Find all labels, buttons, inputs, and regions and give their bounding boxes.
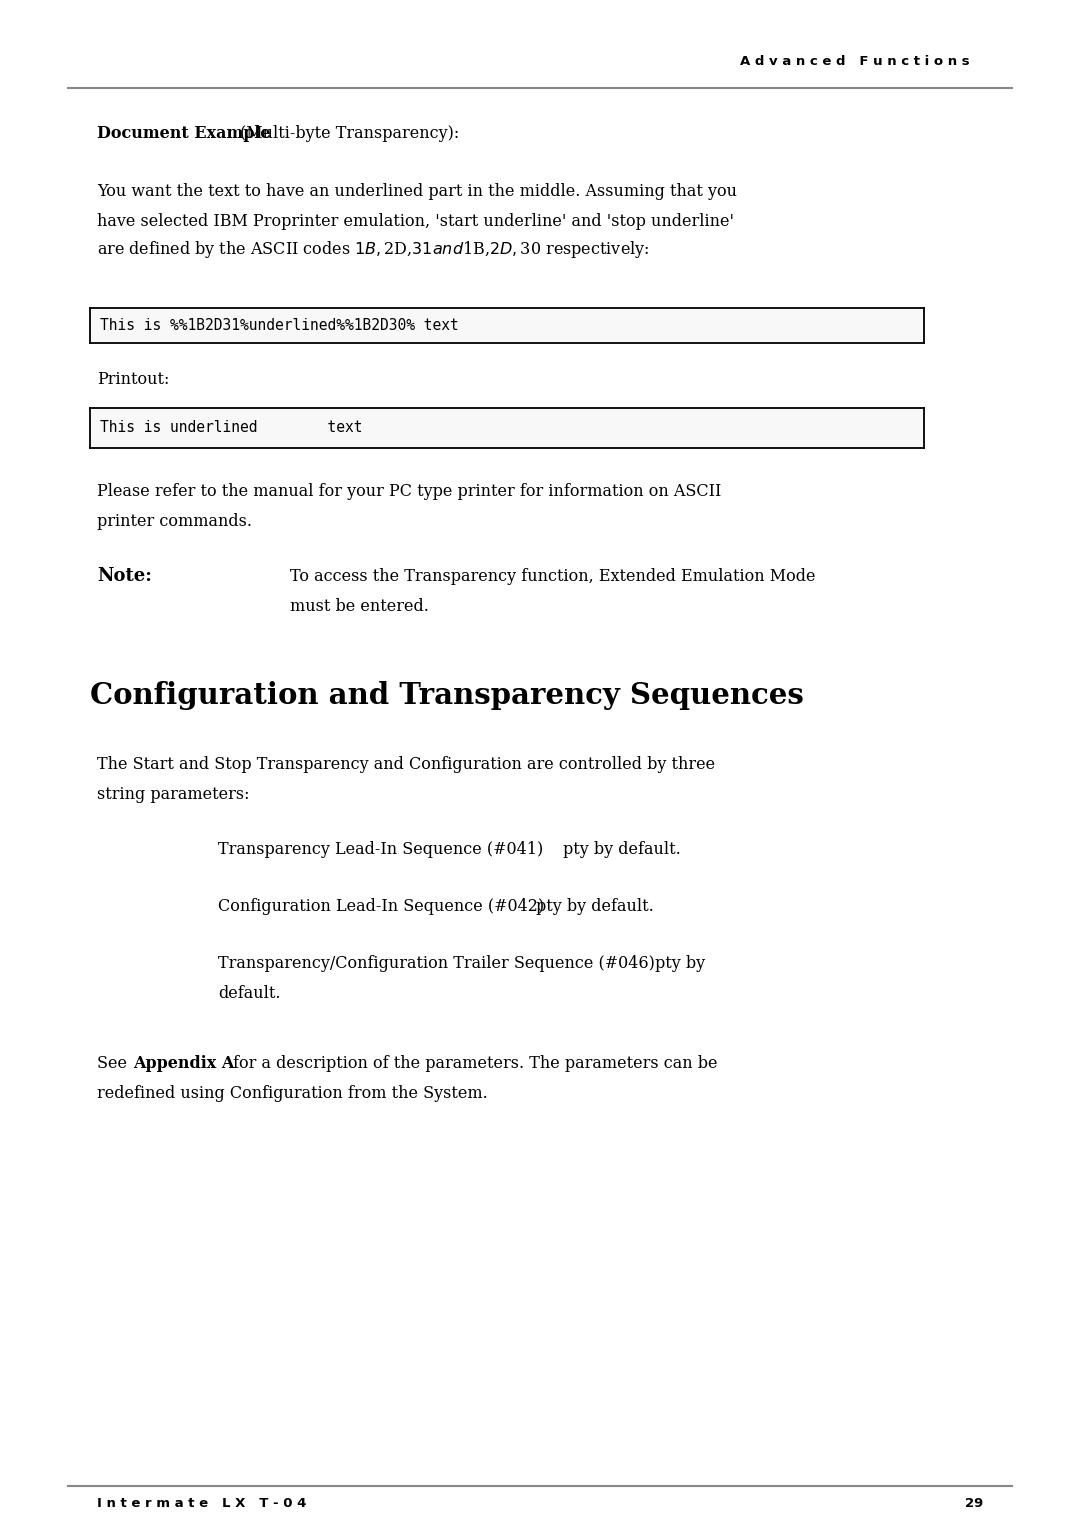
Text: You want the text to have an underlined part in the middle. Assuming that you: You want the text to have an underlined … bbox=[97, 183, 737, 200]
Text: Transparency/Configuration Trailer Sequence (#046): Transparency/Configuration Trailer Seque… bbox=[218, 956, 654, 972]
Text: pty by: pty by bbox=[654, 956, 705, 972]
Text: Configuration Lead-In Sequence (#042): Configuration Lead-In Sequence (#042) bbox=[218, 898, 544, 914]
Text: for a description of the parameters. The parameters can be: for a description of the parameters. The… bbox=[233, 1055, 717, 1072]
Text: pty by default.: pty by default. bbox=[536, 898, 653, 914]
Text: pty by default.: pty by default. bbox=[563, 841, 680, 858]
Text: This is underlined        text: This is underlined text bbox=[100, 420, 363, 436]
Text: This is %%1B2D31%underlined%%1B2D30% text: This is %%1B2D31%underlined%%1B2D30% tex… bbox=[100, 318, 459, 333]
Text: (Multi-byte Transparency):: (Multi-byte Transparency): bbox=[240, 125, 459, 142]
Text: redefined using Configuration from the System.: redefined using Configuration from the S… bbox=[97, 1086, 488, 1102]
Text: Please refer to the manual for your PC type printer for information on ASCII: Please refer to the manual for your PC t… bbox=[97, 483, 721, 500]
Text: Appendix A: Appendix A bbox=[133, 1055, 234, 1072]
Text: To access the Transparency function, Extended Emulation Mode: To access the Transparency function, Ext… bbox=[291, 567, 815, 586]
Text: See: See bbox=[97, 1055, 132, 1072]
Text: Configuration and Transparency Sequences: Configuration and Transparency Sequences bbox=[90, 680, 804, 709]
Text: must be entered.: must be entered. bbox=[291, 598, 429, 615]
Text: default.: default. bbox=[218, 985, 281, 1001]
Text: are defined by the ASCII codes $1B,$2D,$31 and $1B,$2D,$30 respectively:: are defined by the ASCII codes $1B,$2D,$… bbox=[97, 239, 649, 260]
Text: A d v a n c e d   F u n c t i o n s: A d v a n c e d F u n c t i o n s bbox=[741, 55, 970, 67]
Text: string parameters:: string parameters: bbox=[97, 786, 249, 803]
Text: Note:: Note: bbox=[97, 567, 152, 586]
Text: 29: 29 bbox=[964, 1497, 983, 1511]
Text: Printout:: Printout: bbox=[97, 372, 170, 388]
Text: Transparency Lead-In Sequence (#041): Transparency Lead-In Sequence (#041) bbox=[218, 841, 543, 858]
Text: printer commands.: printer commands. bbox=[97, 514, 252, 531]
Text: Document Example: Document Example bbox=[97, 125, 270, 142]
Text: I n t e r m a t e   L X   T - 0 4: I n t e r m a t e L X T - 0 4 bbox=[97, 1497, 307, 1511]
Text: have selected IBM Proprinter emulation, 'start underline' and 'stop underline': have selected IBM Proprinter emulation, … bbox=[97, 213, 734, 229]
Text: The Start and Stop Transparency and Configuration are controlled by three: The Start and Stop Transparency and Conf… bbox=[97, 755, 715, 774]
